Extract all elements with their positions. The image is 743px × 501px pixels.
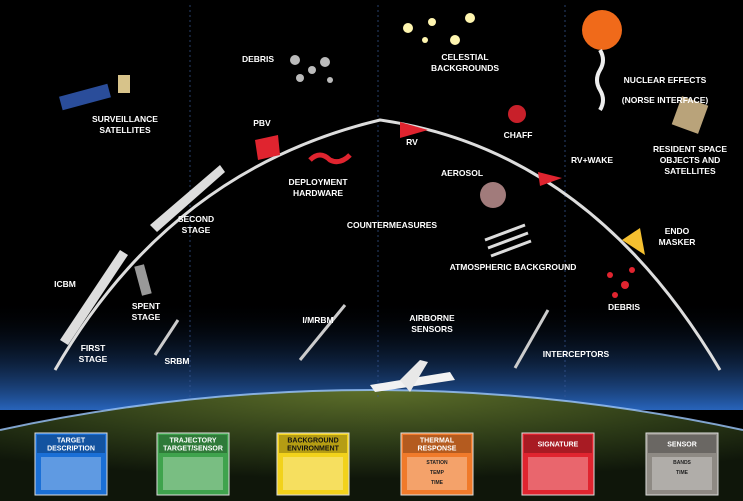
panel-title: SIGNATURE	[538, 442, 579, 449]
label: AIRBORNE	[409, 313, 455, 323]
panel-box	[156, 432, 230, 496]
label: SRBM	[164, 356, 189, 366]
panel-figure	[163, 457, 223, 490]
panel-title: TRAJECTORY	[169, 438, 216, 445]
label: SURVEILLANCE	[92, 114, 158, 124]
label: (NORSE INTERFACE)	[622, 95, 709, 105]
label: DEBRIS	[242, 54, 274, 64]
panel-title: SENSOR	[667, 442, 697, 449]
dividers	[189, 5, 566, 400]
label: I/MRBM	[302, 315, 333, 325]
label: FIRST	[81, 343, 106, 353]
label: ENDO	[665, 226, 690, 236]
panel-header	[37, 435, 105, 453]
panel-title: BACKGROUND	[287, 438, 338, 445]
label: AEROSOL	[441, 168, 483, 178]
horizon	[0, 389, 743, 431]
label: STAGE	[182, 225, 211, 235]
panel-figure	[283, 457, 343, 490]
panel-title: DESCRIPTION	[47, 446, 95, 453]
panel-header	[524, 435, 592, 453]
panel: SENSOR BANDS TIME	[645, 432, 719, 496]
label: STAGE	[79, 354, 108, 364]
label: RESIDENT SPACE	[653, 144, 727, 154]
label: CHAFF	[504, 130, 533, 140]
label: CELESTIAL	[441, 52, 488, 62]
label: MASKER	[659, 237, 696, 247]
icons	[59, 10, 709, 392]
panel-box	[34, 432, 108, 496]
label: INTERCEPTORS	[543, 349, 610, 359]
panel-figure	[41, 457, 101, 490]
panel-box	[645, 432, 719, 496]
panel-title: THERMAL	[420, 438, 455, 445]
label: SATELLITES	[664, 166, 716, 176]
label: NUCLEAR EFFECTS	[624, 75, 707, 85]
label: PBV	[253, 118, 271, 128]
label: HARDWARE	[293, 188, 343, 198]
panel-title: ENVIRONMENT	[287, 446, 339, 453]
label: ATMOSPHERIC BACKGROUND	[450, 262, 577, 272]
label: SPENT	[132, 301, 161, 311]
panel-small: TEMP	[430, 470, 445, 476]
panel-header	[648, 435, 716, 453]
label: SENSORS	[411, 324, 453, 334]
label: DEPLOYMENT	[288, 177, 348, 187]
panel-box	[521, 432, 595, 496]
label: BACKGROUNDS	[431, 63, 499, 73]
label: SECOND	[178, 214, 214, 224]
label: DEBRIS	[608, 302, 640, 312]
label: RV	[406, 137, 418, 147]
panel-title: TARGET/SENSOR	[163, 446, 223, 453]
label: RV+WAKE	[571, 155, 613, 165]
panel-header	[279, 435, 347, 453]
panel-figure	[528, 457, 588, 490]
label: STAGE	[132, 312, 161, 322]
panel-title: RESPONSE	[418, 446, 457, 453]
panel-box	[276, 432, 350, 496]
panel-small: BANDS	[673, 460, 691, 466]
label: OBJECTS AND	[660, 155, 721, 165]
panel-small: TIME	[676, 470, 689, 476]
panel-figure	[652, 457, 712, 490]
label: ICBM	[54, 279, 76, 289]
label: COUNTERMEASURES	[347, 220, 438, 230]
label: SATELLITES	[99, 125, 151, 135]
panel-small: TIME	[431, 480, 444, 486]
panel-header	[403, 435, 471, 453]
panel: SIGNATURE	[521, 432, 595, 496]
panel-header	[159, 435, 227, 453]
panel-box	[400, 432, 474, 496]
panel-title: TARGET	[57, 438, 86, 445]
panel-small: STATION	[426, 460, 448, 466]
trajectory-arc	[53, 118, 722, 371]
panel-figure	[407, 457, 467, 490]
